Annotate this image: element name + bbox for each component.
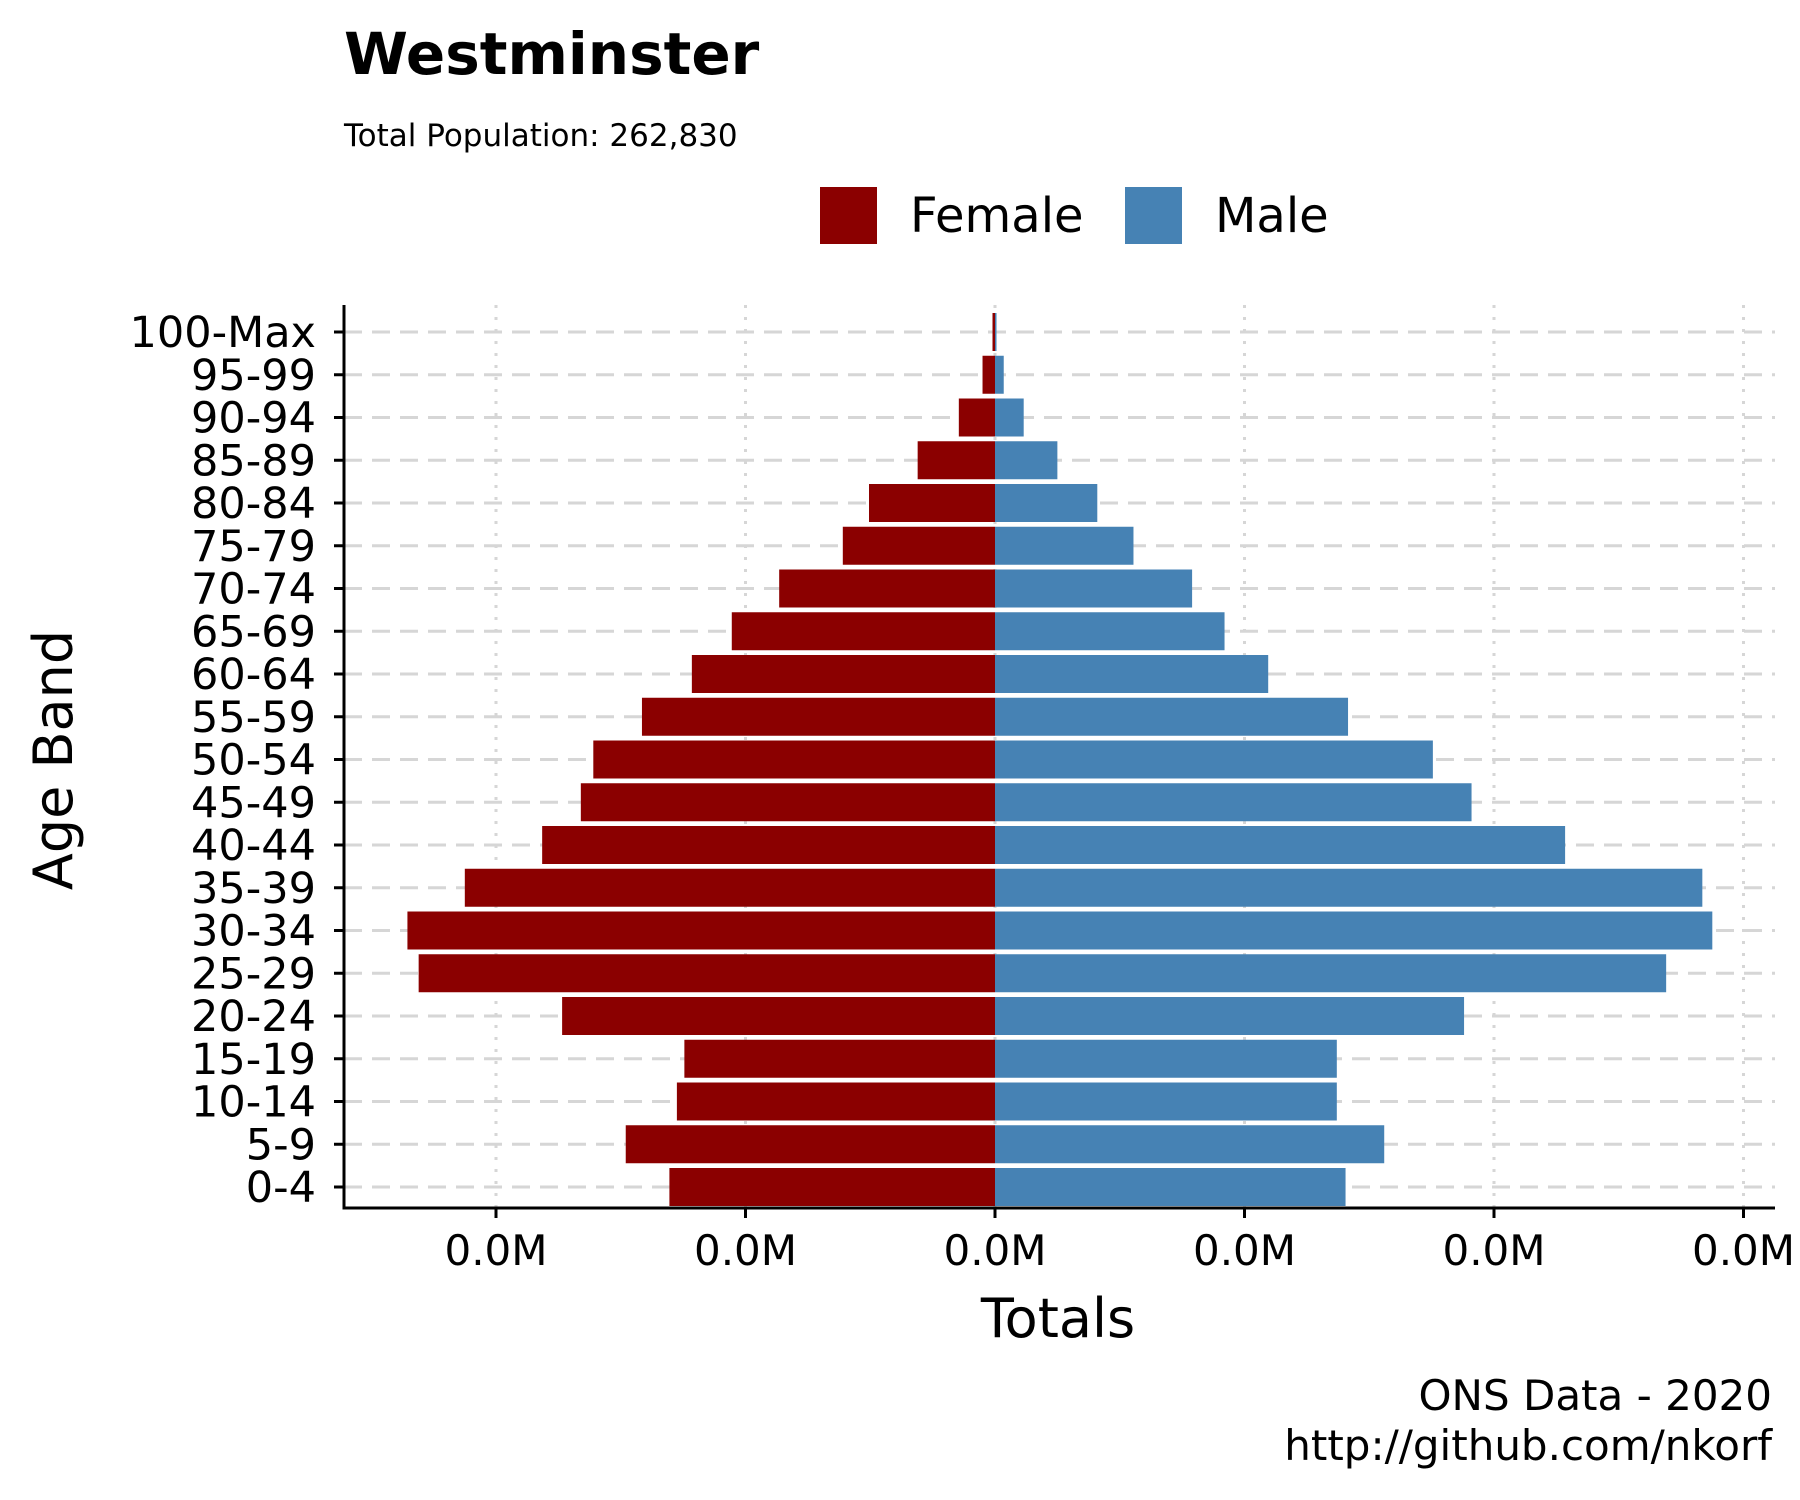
y-tick-label: 30-34 [191,907,316,957]
bar-female-30-34 [407,911,995,950]
bar-male-5-9 [995,1125,1385,1164]
bar-female-80-84 [869,484,995,522]
bar-male-75-79 [995,526,1134,565]
bar-male-15-19 [995,1039,1337,1078]
bar-female-75-79 [842,526,995,565]
y-tick-label: 90-94 [191,394,316,444]
bar-male-30-34 [995,911,1713,950]
bars [407,313,1713,1206]
caption-url: http://github.com/nkorf [1284,1421,1773,1470]
y-tick-label: 55-59 [191,693,316,743]
bar-female-40-44 [542,826,995,864]
bar-female-100-Max [992,313,995,351]
x-axis-title: Totals [980,1287,1135,1350]
chart-title: Westminster [344,20,760,88]
bar-female-95-99 [982,355,995,394]
caption-source: ONS Data - 2020 [1418,1371,1772,1420]
bar-female-50-54 [593,740,995,779]
bar-female-0-4 [669,1168,995,1206]
y-tick-label: 50-54 [191,736,316,786]
bar-female-20-24 [562,997,995,1035]
legend-label-female: Female [910,188,1084,244]
y-tick-label: 40-44 [191,821,316,871]
bar-male-90-94 [995,398,1024,437]
bar-male-0-4 [995,1168,1346,1206]
y-tick-labels: 100-Max95-9990-9485-8980-8475-7970-7465-… [130,308,317,1213]
bar-male-35-39 [995,868,1703,907]
x-tick-label: 0.0M [1692,1226,1795,1275]
bar-female-65-69 [731,612,995,651]
bar-female-85-89 [917,441,995,480]
x-tick-label: 0.0M [1442,1226,1545,1275]
y-tick-label: 100-Max [130,308,317,358]
legend-key-male [1125,187,1182,244]
x-tick-label: 0.0M [444,1226,547,1275]
y-tick-label: 65-69 [191,607,316,657]
bar-male-70-74 [995,569,1193,608]
y-tick-label: 85-89 [191,436,316,486]
y-tick-label: 20-24 [191,992,316,1042]
legend-label-male: Male [1215,188,1329,244]
y-tick-label: 95-99 [191,351,316,401]
bar-female-60-64 [691,655,995,693]
chart-subtitle: Total Population: 262,830 [343,118,738,154]
y-tick-label: 0-4 [246,1163,316,1213]
bar-male-10-14 [995,1082,1337,1121]
legend-key-female [820,187,877,244]
bar-female-15-19 [684,1039,995,1078]
bar-male-80-84 [995,484,1098,522]
bar-male-25-29 [995,954,1667,993]
x-tick-label: 0.0M [694,1226,797,1275]
bar-male-95-99 [995,355,1004,394]
bar-female-90-94 [958,398,995,437]
bar-female-10-14 [676,1082,995,1121]
y-tick-label: 45-49 [191,778,316,828]
axes [334,305,1775,1218]
bar-female-35-39 [464,868,995,907]
bar-female-70-74 [779,569,995,608]
bar-male-55-59 [995,697,1349,736]
y-tick-label: 5-9 [246,1120,316,1170]
bar-male-40-44 [995,826,1566,864]
y-axis-title: Age Band [22,630,85,890]
bar-male-50-54 [995,740,1433,779]
y-tick-label: 80-84 [191,479,316,529]
x-tick-labels: 0.0M 0.0M 0.0M 0.0M 0.0M 0.0M [444,1226,1795,1275]
y-tick-label: 10-14 [191,1078,316,1128]
y-tick-label: 15-19 [191,1035,316,1085]
y-tick-label: 70-74 [191,565,316,615]
bar-female-45-49 [580,783,995,822]
y-tick-label: 35-39 [191,864,316,914]
y-tick-label: 25-29 [191,949,316,999]
bar-female-55-59 [641,697,995,736]
y-tick-label: 60-64 [191,650,316,700]
bar-male-45-49 [995,783,1472,822]
x-tick-label: 0.0M [1193,1226,1296,1275]
bar-female-5-9 [625,1125,995,1164]
y-tick-label: 75-79 [191,522,316,572]
bar-male-60-64 [995,655,1269,693]
bar-male-85-89 [995,441,1058,480]
bar-male-100-Max [995,313,997,351]
x-tick-label: 0.0M [943,1226,1046,1275]
bar-female-25-29 [418,954,995,993]
bar-male-65-69 [995,612,1225,651]
legend: Female Male [820,187,1329,244]
bar-male-20-24 [995,997,1465,1035]
